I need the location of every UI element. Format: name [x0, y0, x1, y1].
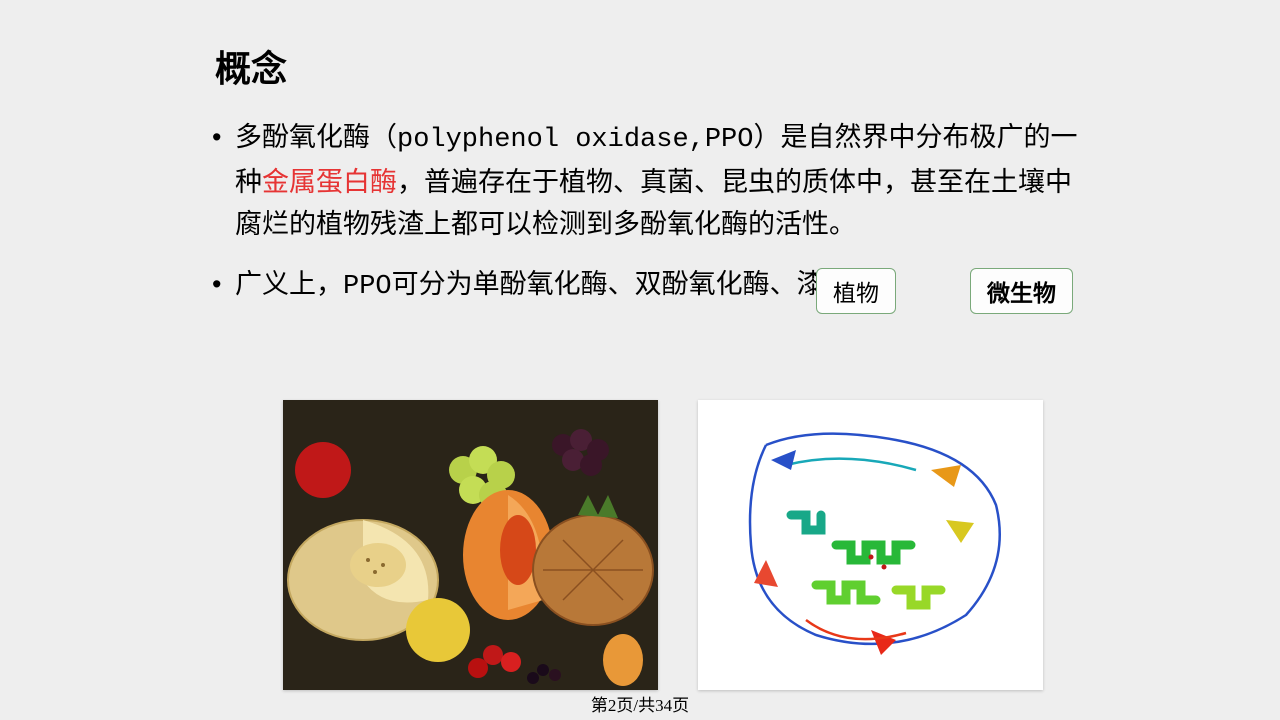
- fruits-illustration-icon: [283, 400, 658, 690]
- bullet-item-1: 多酚氧化酶（polyphenol oxidase,PPO）是自然界中分布极广的一…: [215, 117, 1080, 246]
- page-counter: 第2页/共34页: [591, 691, 689, 716]
- image-row: [283, 400, 1043, 690]
- b1-pre: 多酚氧化酶（: [235, 122, 397, 152]
- protein-image: [698, 400, 1043, 690]
- bullet-item-2: 广义上，PPO可分为单酚氧化酶、双酚氧化酶、漆酶: [215, 264, 1080, 309]
- tag-plant: 植物: [816, 268, 896, 314]
- b2-post: 可分为单酚氧化酶、双酚氧化酶、漆酶: [392, 269, 851, 299]
- slide-content: 概念 多酚氧化酶（polyphenol oxidase,PPO）是自然界中分布极…: [0, 0, 1280, 308]
- tag-microbe: 微生物: [970, 268, 1073, 314]
- b1-highlight: 金属蛋白酶: [262, 167, 397, 197]
- bullet-list: 多酚氧化酶（polyphenol oxidase,PPO）是自然界中分布极广的一…: [215, 117, 1080, 308]
- b2-mono: PPO: [343, 272, 392, 302]
- b2-pre: 广义上，: [235, 269, 343, 299]
- slide-title: 概念: [215, 40, 1080, 92]
- protein-structure-icon: [716, 415, 1026, 675]
- fruits-image: [283, 400, 658, 690]
- b1-mono: polyphenol oxidase,PPO: [397, 125, 753, 155]
